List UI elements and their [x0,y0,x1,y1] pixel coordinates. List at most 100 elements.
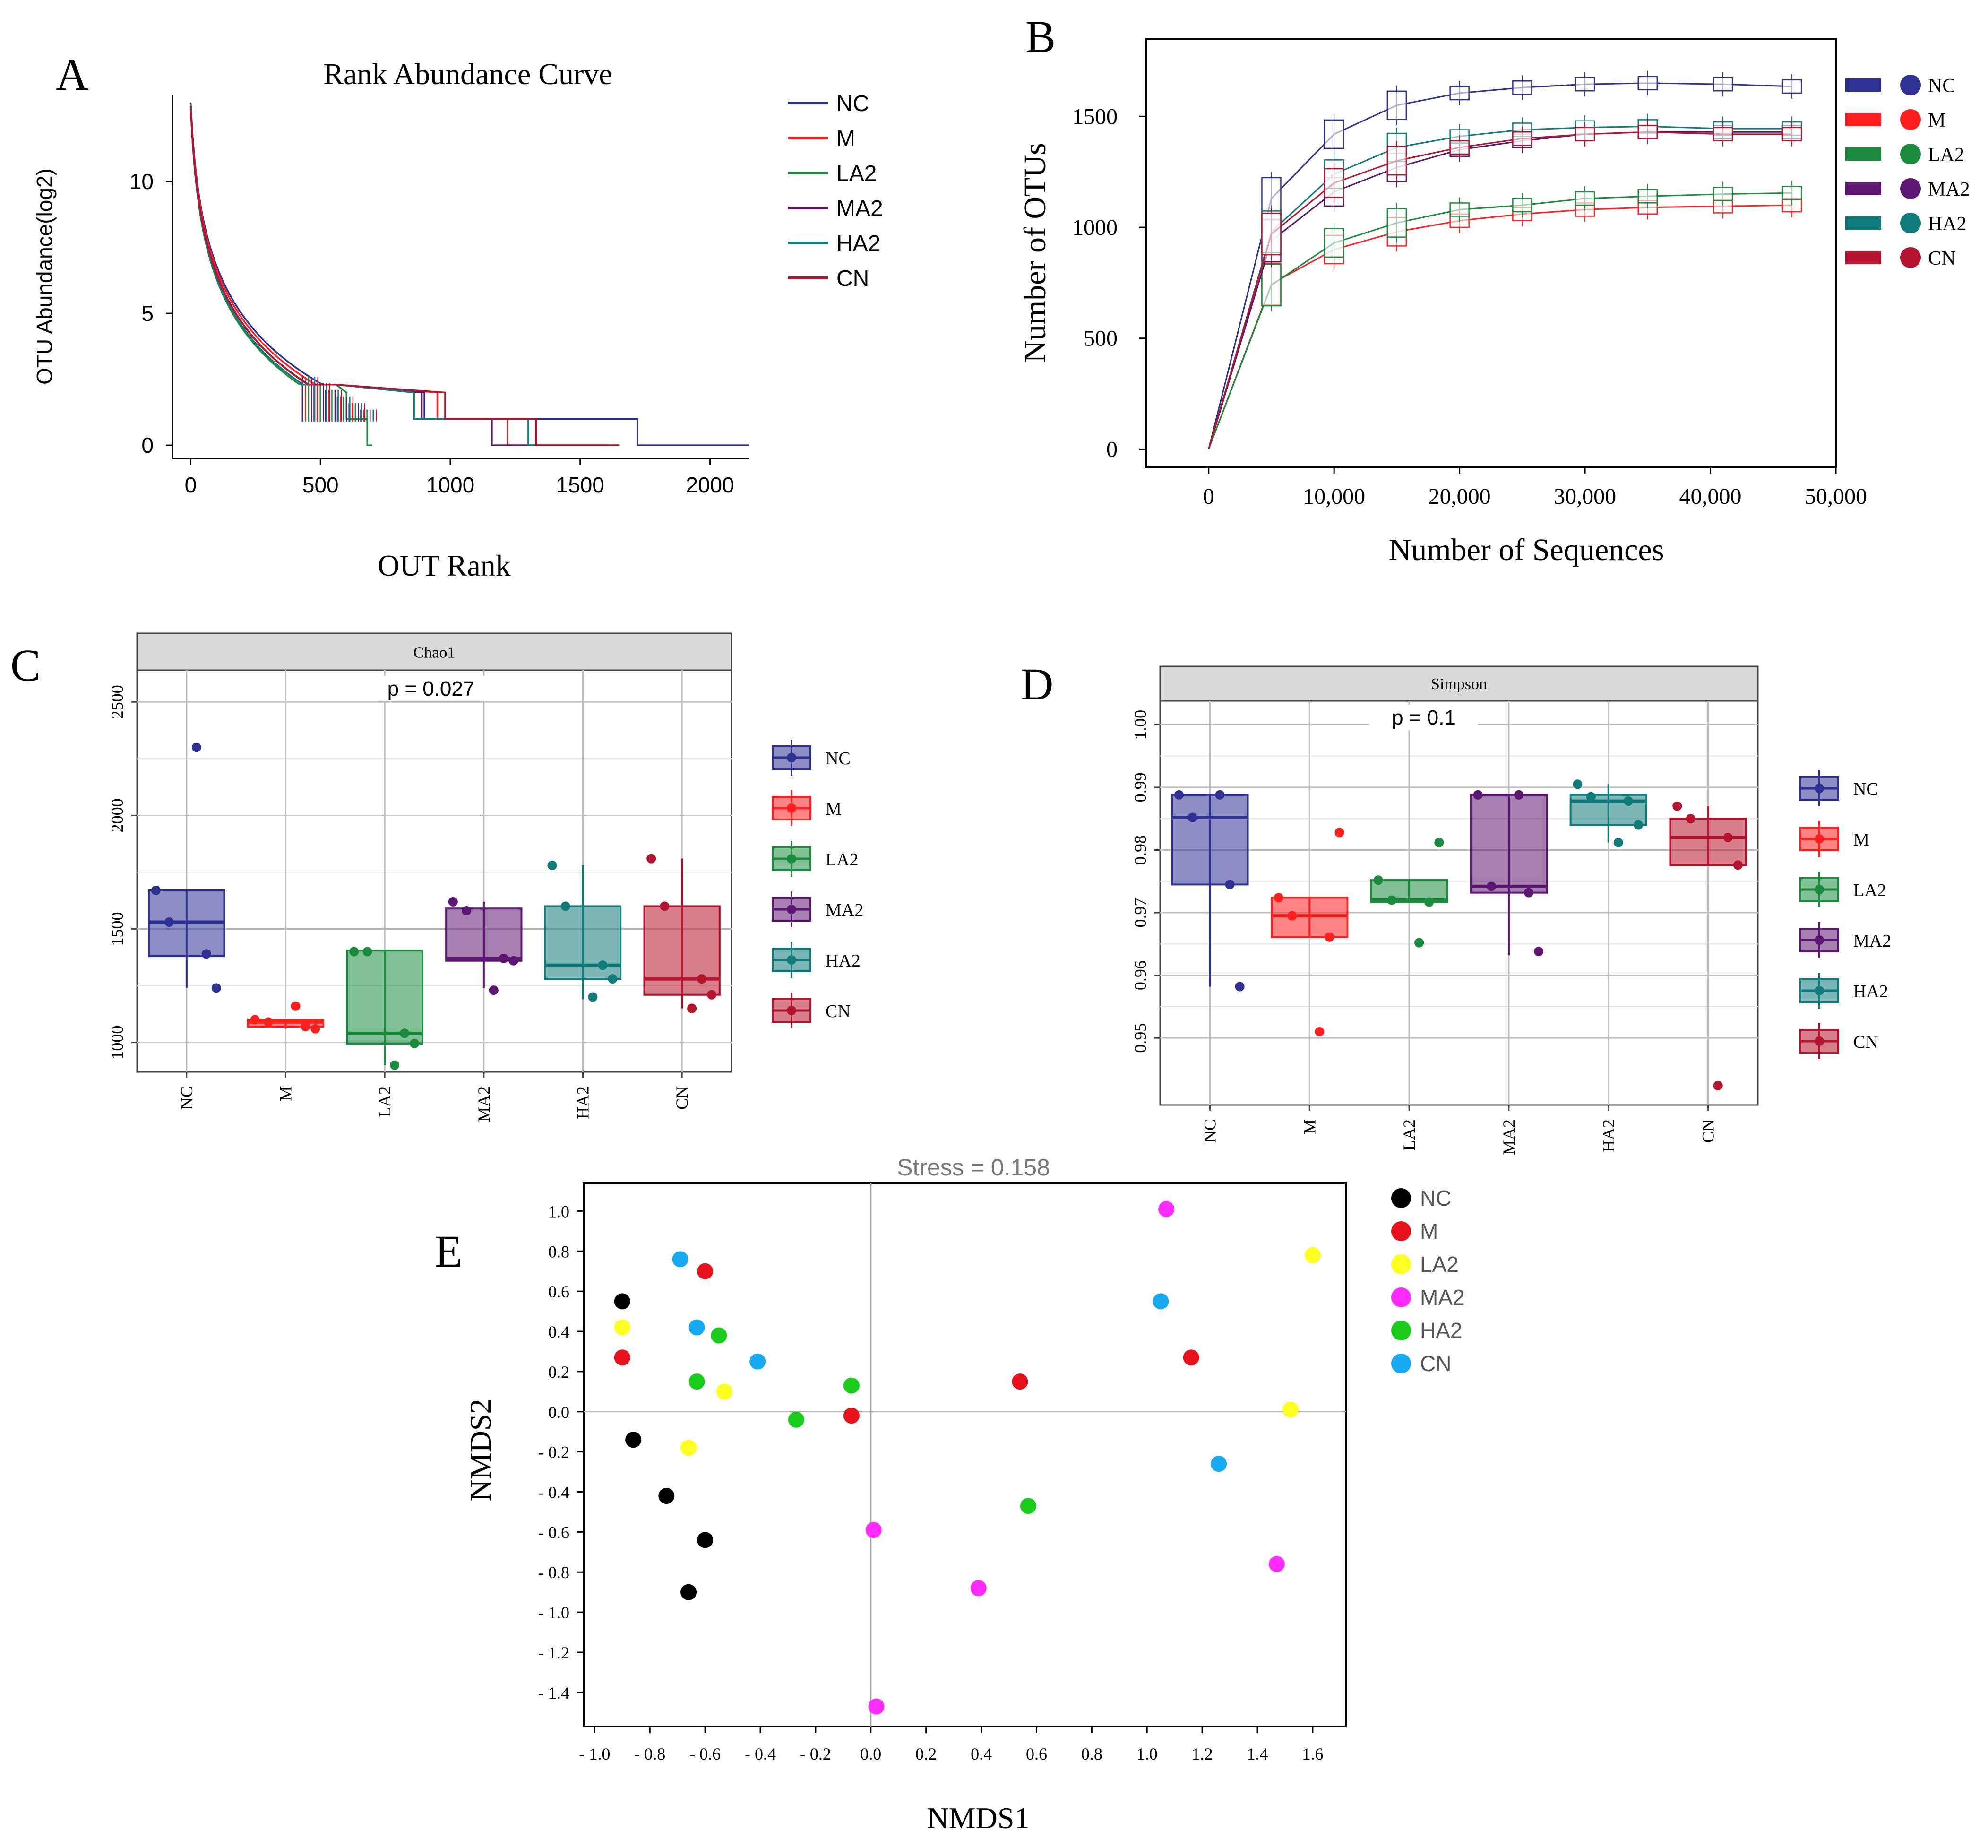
e-point-m [697,1263,714,1279]
b-series-la2-box [1449,202,1470,217]
c-y-tick-label: 1500 [108,912,127,946]
e-legend-marker-m [1391,1221,1411,1241]
c-box-cn-point [660,901,670,911]
b-x-tick-label: 10,000 [1303,484,1365,509]
d-plot-frame [1159,700,1759,1106]
panel-label-e: E [435,1226,463,1277]
d-y-tick-label: 0.95 [1131,1023,1150,1053]
panel-label-c: C [10,640,41,691]
e-point-nc [658,1487,675,1504]
e-point-ha2 [788,1411,805,1428]
d-box-cn [1669,818,1747,866]
d-box-cn-point [1686,814,1695,824]
c-legend-label-cn: CN [826,1002,851,1021]
b-series-cn-line [1208,131,1792,449]
a-series-m-line [189,104,620,446]
c-legend-point-m [787,803,796,813]
c-legend-label-m: M [826,799,842,819]
c-p-value-bg [377,676,485,701]
c-legend-point-cn [787,1006,796,1015]
b-legend-marker-cn [1900,247,1921,268]
e-x-tick-label: 1.0 [1136,1744,1158,1763]
b-legend-label-la2: LA2 [1928,144,1964,166]
b-series-nc-box [1324,119,1344,149]
e-point-la2 [614,1319,630,1336]
c-box-ma2-point [499,953,508,963]
d-legend-label-ha2: HA2 [1853,982,1888,1002]
d-x-tick-label: HA2 [1599,1119,1618,1152]
d-box-la2-point [1434,838,1444,847]
b-series-la2-box [1781,186,1802,200]
c-x-tick-label: MA2 [474,1086,493,1122]
c-facet-strip [136,632,732,671]
b-series-cn-box [1324,168,1344,198]
e-legend-marker-ma2 [1391,1287,1411,1307]
b-series-nc-box [1449,86,1470,101]
c-box-nc-point [164,917,174,927]
c-box-la2-point [400,1028,410,1038]
d-box-m-point [1334,828,1344,838]
c-box-ha2-point [560,901,570,911]
c-x-tick-label: HA2 [574,1086,593,1119]
d-x-tick-label: MA2 [1499,1119,1518,1155]
c-legend-label-ma2: MA2 [826,900,863,920]
b-x-tick-label: 30,000 [1554,484,1616,509]
c-box-m-point [263,1017,273,1027]
d-box-ha2-point [1586,792,1596,802]
e-point-nc [697,1532,714,1548]
e-point-ha2 [711,1327,727,1344]
b-x-tick-label: 20,000 [1429,484,1491,509]
e-point-ma2 [1268,1556,1285,1572]
b-series-la2-box [1575,191,1595,206]
a-title: Rank Abundance Curve [323,57,612,91]
e-y-label: NMDS2 [464,1399,497,1502]
d-box-ma2-point [1524,888,1534,898]
d-p-value: p = 0.1 [1392,706,1456,729]
c-legend-label-nc: NC [826,749,851,769]
e-x-label: NMDS1 [927,1801,1030,1835]
e-point-la2 [716,1383,733,1400]
c-box-cn-point [646,854,656,864]
c-legend-point-ma2 [787,905,796,914]
b-legend-swatch-ma2 [1845,182,1881,195]
b-y-tick-label: 1500 [1072,104,1118,129]
e-x-tick-label: - 0.2 [800,1744,831,1763]
e-x-tick-label: 1.6 [1302,1744,1323,1763]
b-series-la2-box [1386,208,1407,238]
c-box-m-point [301,1021,310,1031]
b-y-label: Number of OTUs [1018,143,1052,363]
b-legend-label-ma2: MA2 [1928,179,1970,200]
e-point-nc [614,1293,630,1310]
d-legend-label-la2: LA2 [1853,881,1886,900]
b-series-la2-box [1324,228,1344,258]
d-y-tick-label: 0.98 [1131,835,1150,865]
panel-e-chart: - 1.0 - 0.8 - 0.6 - 0.4 - 0.2 0.0 0.2 0.4 0.6 0.8… [464,1154,1465,1835]
e-point-cn [1153,1293,1169,1310]
c-box-nc-point [151,885,161,895]
c-box-la2-point [390,1060,400,1070]
d-box-ha2-point [1573,779,1583,789]
b-series-nc-box [1386,90,1407,121]
d-box-cn-point [1713,1080,1723,1090]
c-y-tick-label: 1000 [108,1026,127,1060]
d-box-ma2-point [1534,947,1544,957]
b-series-la2-box [1713,187,1733,201]
d-box-m-point [1274,893,1283,903]
d-box-ma2 [1470,794,1548,894]
e-point-cn [1211,1456,1227,1472]
d-legend-point-ha2 [1815,986,1824,995]
e-y-tick-label: - 0.6 [538,1523,569,1542]
b-legend-swatch-nc [1845,78,1881,92]
d-box-ma2-point [1473,790,1483,800]
c-box-ma2 [445,907,523,962]
e-y-tick-label: 0.0 [548,1403,569,1422]
a-series-cn-line [189,109,620,446]
b-legend-swatch-m [1845,113,1881,126]
a-x-tick-label: 2000 [686,473,734,497]
e-point-la2 [1304,1247,1321,1263]
c-box-m-point [310,1024,320,1034]
e-x-tick-label: 1.2 [1192,1744,1213,1763]
e-point-cn [672,1251,688,1268]
e-point-m [1012,1373,1028,1390]
c-box-cn-point [697,974,707,984]
